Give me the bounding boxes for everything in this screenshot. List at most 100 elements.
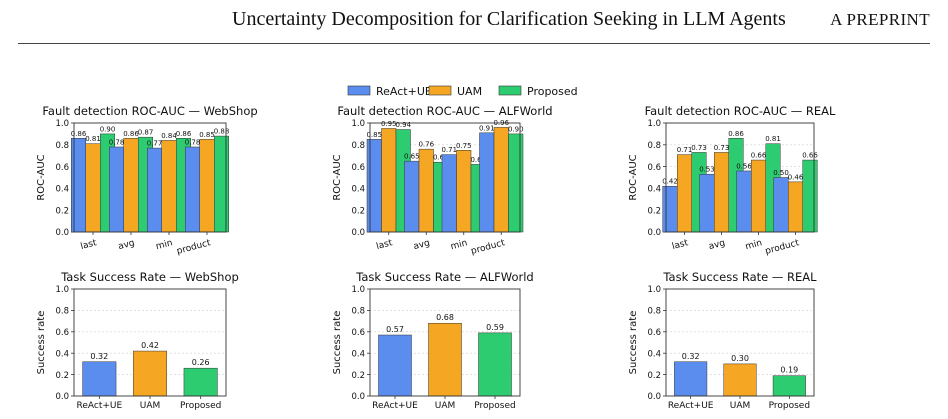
x-tick-label: UAM bbox=[730, 401, 751, 411]
bar-value-label: 0.46 bbox=[788, 173, 804, 181]
x-tick-label: avg bbox=[708, 238, 727, 252]
bar bbox=[161, 140, 177, 233]
bar bbox=[456, 150, 472, 233]
bar bbox=[802, 159, 818, 233]
bar bbox=[508, 133, 524, 233]
bar bbox=[381, 128, 397, 233]
bar-value-label: 0.53 bbox=[699, 166, 715, 174]
y-tick-label: 0.8 bbox=[351, 307, 365, 317]
bar-value-label: 0.81 bbox=[765, 135, 781, 143]
bar-value-label: 0.90 bbox=[100, 125, 116, 133]
x-tick-label: min bbox=[155, 238, 174, 252]
x-tick-label: last bbox=[671, 238, 690, 252]
bar-value-label: 0.78 bbox=[109, 138, 125, 146]
bar-value-label: 0.88 bbox=[214, 128, 230, 136]
y-tick-label: 1.0 bbox=[351, 285, 365, 295]
bar-value-label: 0.30 bbox=[731, 354, 749, 363]
bar-value-label: 0.32 bbox=[90, 352, 108, 361]
x-tick-label: Proposed bbox=[474, 401, 515, 411]
legend-swatch bbox=[498, 85, 522, 96]
bar-value-label: 0.56 bbox=[736, 162, 752, 170]
bar bbox=[773, 177, 789, 233]
bar bbox=[751, 159, 766, 233]
legend-label: UAM bbox=[457, 85, 482, 98]
y-tick-label: 1.0 bbox=[55, 119, 69, 129]
y-tick-label: 0.6 bbox=[351, 163, 365, 173]
bar-value-label: 0.75 bbox=[456, 142, 472, 150]
x-tick-label: min bbox=[450, 238, 469, 252]
paper-title: Uncertainty Decomposition for Clarificat… bbox=[232, 8, 786, 30]
y-tick-label: 0.0 bbox=[647, 392, 661, 402]
plot-frame bbox=[73, 288, 227, 397]
y-tick-label: 0.0 bbox=[351, 392, 365, 402]
y-tick-label: 1.0 bbox=[647, 285, 661, 295]
bar-value-label: 0.66 bbox=[802, 152, 818, 160]
bar bbox=[478, 332, 512, 397]
bar-value-label: 0.42 bbox=[141, 341, 159, 350]
bar-value-label: 0.32 bbox=[682, 352, 700, 361]
bar-value-label: 0.85 bbox=[199, 131, 215, 139]
legend-swatch bbox=[428, 85, 452, 96]
bar-value-label: 0.71 bbox=[677, 146, 693, 154]
bar bbox=[404, 160, 420, 233]
bar-value-label: 0.77 bbox=[147, 140, 163, 148]
x-tick-label: last bbox=[80, 238, 99, 252]
bar-value-label: 0.59 bbox=[486, 323, 504, 332]
bar-value-label: 0.86 bbox=[123, 130, 139, 138]
bar-value-label: 0.87 bbox=[138, 129, 154, 137]
x-tick-label: ReAct+UE bbox=[76, 401, 122, 411]
bar-value-label: 0.95 bbox=[381, 120, 397, 128]
bar bbox=[71, 138, 86, 233]
bar bbox=[736, 170, 752, 233]
bar bbox=[147, 147, 162, 233]
y-tick-label: 0.0 bbox=[55, 228, 69, 238]
bar bbox=[677, 154, 692, 233]
y-tick-label: 0.2 bbox=[351, 371, 365, 381]
bar bbox=[723, 363, 757, 397]
y-axis-label: Success rate bbox=[628, 311, 639, 375]
bar-value-label: 0.73 bbox=[691, 144, 707, 152]
plot-frame bbox=[665, 288, 815, 397]
y-tick-label: 1.0 bbox=[351, 119, 365, 129]
y-tick-label: 1.0 bbox=[647, 119, 661, 129]
bar-value-label: 0.86 bbox=[71, 130, 87, 138]
y-axis-label: ROC-AUC bbox=[332, 154, 343, 200]
y-tick-label: 0.2 bbox=[351, 206, 365, 216]
bar bbox=[788, 181, 803, 233]
bar-value-label: 0.84 bbox=[161, 132, 177, 140]
y-tick-label: 0.8 bbox=[351, 141, 365, 151]
chart-title: Fault detection ROC-AUC — ALFWorld bbox=[337, 104, 552, 118]
y-tick-label: 0.0 bbox=[647, 228, 661, 238]
y-axis-label: Success rate bbox=[36, 311, 47, 375]
bar bbox=[185, 146, 200, 233]
y-tick-label: 0.2 bbox=[647, 371, 661, 381]
y-tick-label: 0.4 bbox=[55, 185, 69, 195]
bar-value-label: 0.66 bbox=[751, 152, 767, 160]
bar-value-label: 0.64 bbox=[433, 154, 449, 162]
bar bbox=[82, 361, 117, 397]
x-tick-label: Proposed bbox=[769, 401, 810, 411]
bar bbox=[109, 146, 124, 233]
chart-title: Task Success Rate — REAL bbox=[662, 270, 817, 284]
y-tick-label: 0.4 bbox=[647, 349, 661, 359]
bar-value-label: 0.81 bbox=[85, 135, 101, 143]
y-tick-label: 0.0 bbox=[351, 228, 365, 238]
bar-value-label: 0.86 bbox=[728, 130, 744, 138]
plot-frame bbox=[73, 122, 227, 233]
bar-value-label: 0.78 bbox=[185, 138, 201, 146]
bar bbox=[133, 350, 167, 397]
plot-frame bbox=[369, 288, 521, 397]
bar bbox=[674, 361, 708, 397]
bar bbox=[441, 154, 457, 233]
y-axis-label: Success rate bbox=[332, 311, 343, 375]
bar bbox=[699, 173, 715, 233]
bar bbox=[479, 132, 495, 233]
bar-value-label: 0.68 bbox=[436, 313, 454, 322]
y-tick-label: 0.8 bbox=[55, 307, 69, 317]
page-header: Uncertainty Decomposition for Clarificat… bbox=[0, 0, 948, 46]
y-tick-label: 0.4 bbox=[351, 185, 365, 195]
y-tick-label: 0.4 bbox=[351, 349, 365, 359]
bar-value-label: 0.76 bbox=[418, 141, 434, 149]
x-tick-label: avg bbox=[117, 238, 136, 252]
